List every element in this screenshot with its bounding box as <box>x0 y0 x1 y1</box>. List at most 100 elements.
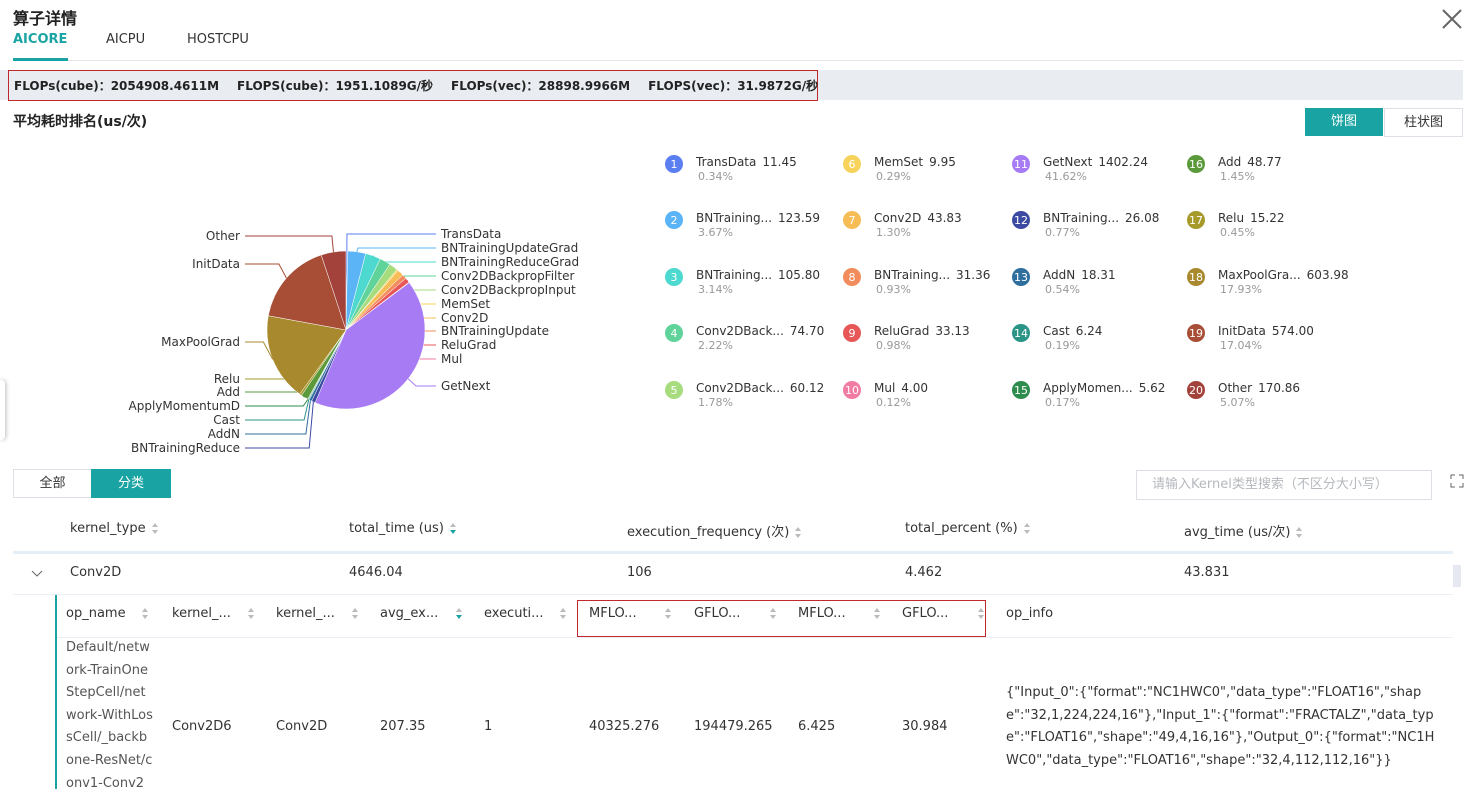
flops-item: FLOPs(cube)：2054908.4611M <box>14 79 220 93</box>
sort-icon[interactable] <box>352 607 359 620</box>
sort-icon[interactable] <box>449 522 457 535</box>
sort-icon[interactable] <box>978 607 985 620</box>
filter-tab[interactable]: 全部 <box>13 469 92 498</box>
column-header[interactable]: avg_time (us/次) <box>1184 521 1303 540</box>
legend-index: 8 <box>849 271 856 284</box>
legend-percent: 0.29% <box>876 170 911 183</box>
sort-icon[interactable] <box>1296 526 1303 539</box>
legend-index: 19 <box>1189 327 1203 340</box>
slice-label: BNTrainingUpdateGrad <box>441 241 578 255</box>
sort-icon[interactable] <box>795 526 802 539</box>
legend-index: 15 <box>1014 384 1028 397</box>
legend-name: AddN <box>1043 268 1075 282</box>
legend-value: 9.95 <box>929 155 956 169</box>
legend-percent: 0.12% <box>876 396 911 409</box>
legend-percent: 1.30% <box>876 226 911 239</box>
table-cell: 1 <box>484 719 493 734</box>
page-title: 算子详情 <box>13 9 78 28</box>
side-handle[interactable] <box>0 380 5 440</box>
legend-index: 18 <box>1189 271 1203 284</box>
table-cell: 6.425 <box>798 719 836 734</box>
leader-line <box>245 398 309 407</box>
sort-icon[interactable] <box>1023 522 1031 535</box>
column-header[interactable]: total_percent (%) <box>905 521 1031 536</box>
leader-line <box>245 400 311 435</box>
legend-percent: 17.04% <box>1220 339 1262 352</box>
legend-dot <box>1012 268 1030 286</box>
legend-dot <box>843 381 861 399</box>
legend-dot <box>1012 155 1030 173</box>
sort-icon[interactable] <box>151 522 159 535</box>
slice-label: BNTrainingUpdate <box>441 324 549 338</box>
legend-name: MaxPoolGra... <box>1218 268 1301 282</box>
legend-percent: 5.07% <box>1220 396 1255 409</box>
column-header: kernel_... <box>172 606 255 621</box>
header-text: kernel_type <box>70 521 146 536</box>
flops-item: FLOPs(vec)：28898.9966M <box>451 79 631 93</box>
header-text: GFLO... <box>902 606 949 621</box>
legend-percent: 0.34% <box>698 170 733 183</box>
sort-icon[interactable] <box>456 607 463 620</box>
slice-label: BNTrainingReduce <box>131 441 240 455</box>
legend-dot <box>1187 324 1205 342</box>
legend-value: 48.77 <box>1247 155 1281 169</box>
legend-name: Conv2DBack... <box>696 381 784 395</box>
legend-dot <box>843 268 861 286</box>
search-input[interactable]: 请输入Kernel类型搜索（不区分大小写） <box>1136 470 1432 500</box>
sub-table-indent <box>13 595 57 789</box>
sort-icon[interactable] <box>665 607 672 620</box>
sort-icon[interactable] <box>874 607 881 620</box>
slice-label: MaxPoolGrad <box>161 335 240 349</box>
legend-name: Conv2DBack... <box>696 324 784 338</box>
legend-value: 26.08 <box>1125 211 1159 225</box>
tab[interactable]: AICORE <box>13 32 68 47</box>
legend-value: 33.13 <box>935 324 969 338</box>
leader-line <box>245 341 274 360</box>
legend-percent: 41.62% <box>1045 170 1087 183</box>
leader-line <box>407 378 436 387</box>
legend-name: TransData <box>695 155 756 169</box>
tab[interactable]: AICPU <box>106 32 146 47</box>
slice-label: Conv2DBackpropFilter <box>441 269 574 283</box>
table-cell: {"Input_0":{"format":"NC1HWC0","data_typ… <box>1006 685 1435 768</box>
close-button[interactable] <box>1441 8 1463 30</box>
legend-index: 14 <box>1014 327 1028 340</box>
toggle-button[interactable]: 饼图 <box>1305 108 1383 136</box>
legend-percent: 0.98% <box>876 339 911 352</box>
legend-percent: 0.77% <box>1045 226 1080 239</box>
header-text: kernel_... <box>276 606 335 621</box>
header-text: executi... <box>484 606 544 621</box>
sort-icon[interactable] <box>248 607 255 620</box>
legend-dot <box>1187 211 1205 229</box>
legend-dot <box>1012 381 1030 399</box>
filter-tab[interactable]: 分类 <box>91 469 171 498</box>
legend-value: 11.45 <box>762 155 796 169</box>
legend-value: 574.00 <box>1272 324 1314 338</box>
legend-name: InitData <box>1218 324 1266 338</box>
expand-icon[interactable] <box>1450 474 1464 488</box>
slice-label: BNTrainingReduceGrad <box>441 255 579 269</box>
column-header[interactable]: kernel_type <box>70 521 159 536</box>
legend-index: 11 <box>1014 158 1028 171</box>
legend-name: ApplyMomen... <box>1043 381 1133 395</box>
legend-name: MemSet <box>874 155 923 169</box>
legend-value: 18.31 <box>1081 268 1115 282</box>
collapse-icon[interactable] <box>31 569 43 579</box>
sort-icon[interactable] <box>770 607 777 620</box>
table-cell: 4646.04 <box>349 565 403 580</box>
legend-dot <box>843 324 861 342</box>
toggle-button[interactable]: 柱状图 <box>1384 108 1463 137</box>
column-header: MFLO... <box>589 606 672 621</box>
column-header[interactable]: total_time (us) <box>349 521 457 536</box>
table-cell: 30.984 <box>902 719 948 734</box>
tab[interactable]: HOSTCPU <box>187 32 249 47</box>
legend-dot <box>1187 268 1205 286</box>
column-header: op_name <box>66 606 149 621</box>
leader-line <box>346 233 436 252</box>
column-header[interactable]: execution_frequency (次) <box>627 521 802 540</box>
scrollbar <box>1453 565 1461 587</box>
table-cell: Conv2D <box>70 565 122 580</box>
pie-slice <box>314 282 426 410</box>
sort-icon[interactable] <box>560 607 567 620</box>
sort-icon[interactable] <box>142 607 149 620</box>
